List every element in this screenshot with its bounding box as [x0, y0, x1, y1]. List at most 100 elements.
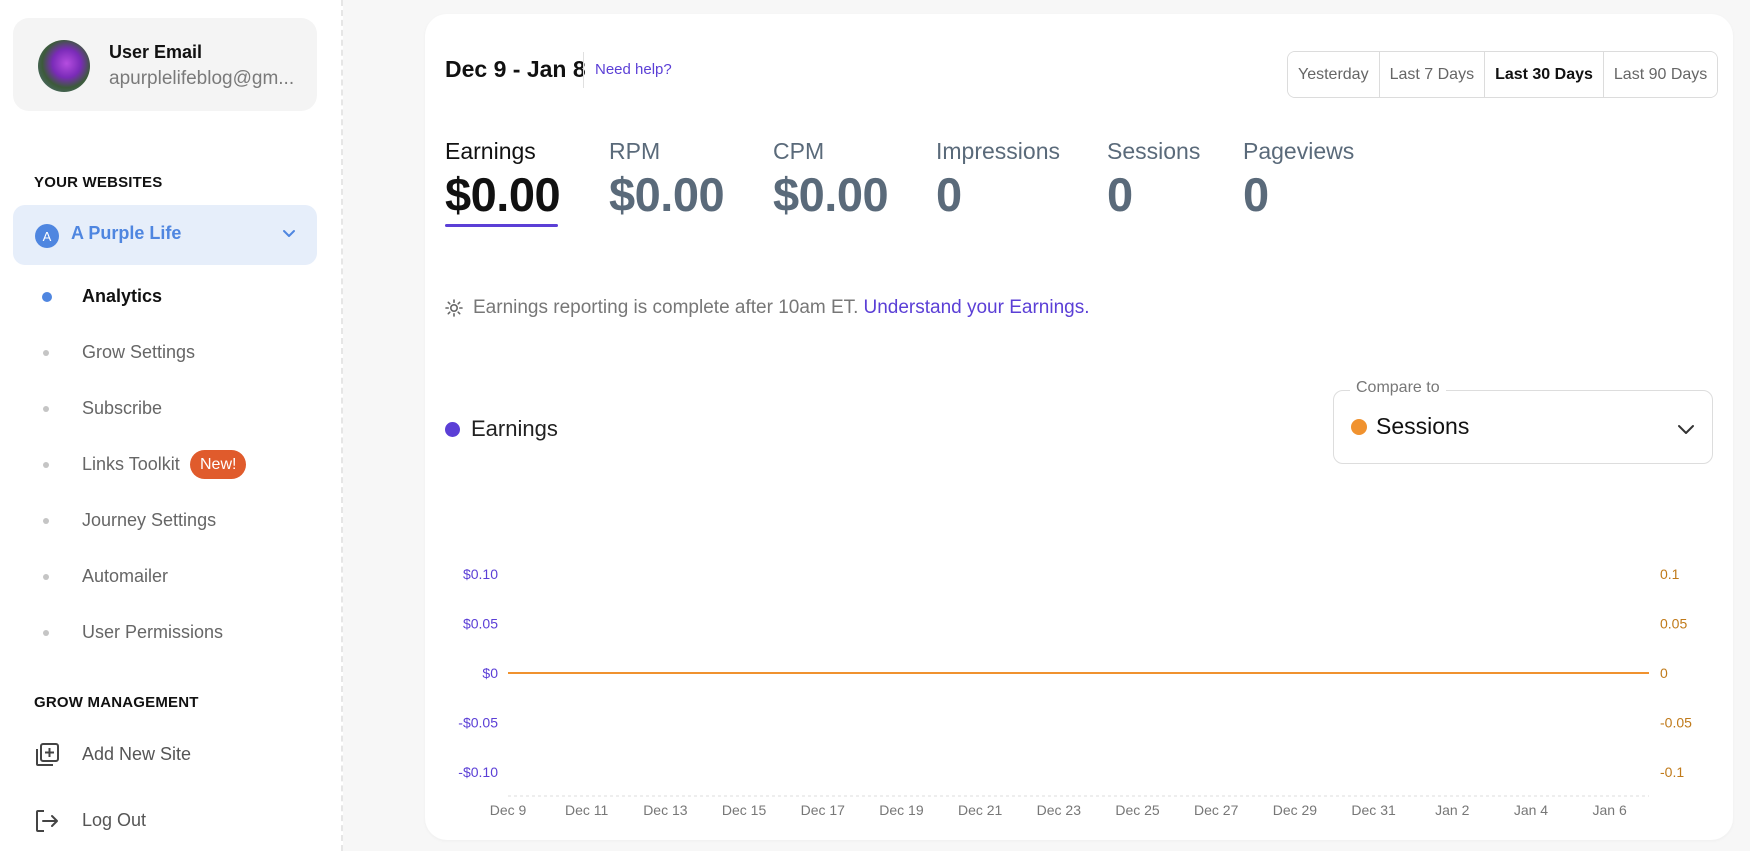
metric-rpm[interactable]: RPM $0.00	[609, 138, 725, 222]
notice-text: Earnings reporting is complete after 10a…	[473, 297, 859, 318]
y-left-tick-label: $0	[482, 665, 498, 681]
sidebar-item-analytics[interactable]: Analytics	[0, 277, 330, 317]
dot-icon	[43, 518, 49, 524]
chevron-down-icon	[283, 230, 295, 237]
metric-label: Sessions	[1107, 138, 1201, 164]
log-out-label: Log Out	[82, 810, 147, 830]
logout-icon	[36, 810, 58, 832]
metric-value: $0.00	[773, 168, 889, 221]
divider	[583, 52, 584, 88]
y-left-tick-label: -$0.10	[458, 764, 498, 780]
legend-label: Earnings	[471, 416, 558, 441]
metric-value: 0	[1243, 168, 1269, 221]
user-card[interactable]: User Email apurplelifeblog@gm...	[13, 18, 317, 111]
sidebar-item-links-toolkit[interactable]: Links Toolkit New!	[0, 445, 330, 485]
metric-label: Impressions	[936, 138, 1060, 164]
sidebar-item-label: Grow Settings	[82, 342, 196, 362]
y-right-tick-label: -0.1	[1660, 764, 1684, 780]
y-left-tick-label: -$0.05	[458, 715, 498, 731]
legend-dot-icon	[445, 421, 460, 437]
x-tick-label: Dec 25	[1115, 802, 1160, 818]
chart-legend: Earnings	[445, 416, 558, 442]
metric-label: RPM	[609, 138, 661, 164]
metric-value: $0.00	[609, 168, 725, 221]
metric-label: Earnings	[445, 138, 536, 164]
chevron-down-icon	[1678, 425, 1694, 434]
x-tick-label: Dec 23	[1037, 802, 1082, 818]
x-tick-label: Dec 9	[490, 802, 527, 818]
site-badge: A	[35, 224, 59, 248]
sidebar-item-subscribe[interactable]: Subscribe	[0, 389, 330, 429]
sidebar-item-automailer[interactable]: Automailer	[0, 557, 330, 597]
range-30-days-button[interactable]: Last 30 Days	[1485, 52, 1604, 97]
sidebar: User Email apurplelifeblog@gm... YOUR WE…	[0, 0, 343, 851]
user-label: User Email	[109, 42, 203, 62]
sidebar-item-label: Subscribe	[82, 398, 163, 418]
avatar	[38, 40, 90, 92]
metric-cpm[interactable]: CPM $0.00	[773, 138, 889, 222]
dot-icon	[43, 406, 49, 412]
new-badge: New!	[190, 450, 247, 479]
metric-label: CPM	[773, 138, 825, 164]
dot-icon	[43, 350, 49, 356]
y-right-tick-label: 0.1	[1660, 566, 1680, 582]
y-left-tick-label: $0.05	[463, 616, 498, 632]
x-tick-label: Dec 17	[801, 802, 846, 818]
x-tick-label: Dec 19	[879, 802, 924, 818]
active-dot-icon	[42, 292, 52, 302]
metric-impressions[interactable]: Impressions 0	[936, 138, 1060, 222]
range-7-days-button[interactable]: Last 7 Days	[1379, 52, 1486, 97]
dot-icon	[43, 630, 49, 636]
metric-label: Pageviews	[1243, 138, 1355, 164]
metric-earnings[interactable]: Earnings $0.00	[445, 138, 561, 222]
management-section-title: GROW MANAGEMENT	[34, 694, 199, 711]
y-left-tick-label: $0.10	[463, 566, 498, 582]
range-90-days-button[interactable]: Last 90 Days	[1603, 52, 1718, 97]
earnings-notice: Earnings reporting is complete after 10a…	[445, 297, 1089, 319]
metric-value: $0.00	[445, 168, 561, 221]
need-help-link[interactable]: Need help?	[595, 61, 672, 78]
x-tick-label: Dec 13	[643, 802, 688, 818]
log-out-button[interactable]: Log Out	[0, 801, 330, 841]
x-tick-label: Dec 21	[958, 802, 1003, 818]
earnings-chart: $0.10 $0.05 $0 -$0.05 -$0.10 0.1 0.05 0 -0.05 -0.…	[458, 566, 1692, 818]
sidebar-item-label: Journey Settings	[82, 510, 217, 530]
date-range: Dec 9 - Jan 8	[445, 56, 586, 82]
sidebar-item-grow-settings[interactable]: Grow Settings	[0, 333, 330, 373]
sidebar-item-label: Automailer	[82, 566, 169, 586]
sidebar-item-label: Links Toolkit	[82, 454, 180, 474]
y-right-tick-label: -0.05	[1660, 715, 1692, 731]
metric-sessions[interactable]: Sessions 0	[1107, 138, 1200, 222]
compare-value: Sessions	[1376, 413, 1470, 439]
sidebar-item-journey-settings[interactable]: Journey Settings	[0, 501, 330, 541]
x-tick-label: Dec 11	[565, 802, 609, 818]
site-name: A Purple Life	[71, 223, 182, 243]
metric-value: 0	[936, 168, 962, 221]
understand-earnings-link[interactable]: Understand your Earnings.	[863, 297, 1090, 318]
sidebar-item-user-permissions[interactable]: User Permissions	[0, 613, 330, 653]
x-tick-label: Dec 29	[1273, 802, 1318, 818]
date-range-selector: Yesterday Last 7 Days Last 30 Days Last …	[1287, 51, 1719, 98]
compare-dot-icon	[1351, 419, 1367, 435]
range-yesterday-button[interactable]: Yesterday	[1288, 52, 1380, 97]
sun-icon	[445, 299, 463, 317]
site-selector[interactable]: A A Purple Life	[13, 205, 317, 265]
analytics-card: Dec 9 - Jan 8 Need help? Yesterday Last …	[425, 14, 1733, 840]
user-email: apurplelifeblog@gm...	[109, 68, 295, 89]
y-right-tick-label: 0	[1660, 665, 1668, 681]
x-tick-label: Dec 31	[1351, 802, 1396, 818]
x-tick-label: Jan 6	[1593, 802, 1627, 818]
sidebar-item-label: User Permissions	[82, 622, 224, 642]
x-tick-label: Dec 27	[1194, 802, 1239, 818]
compare-to-select[interactable]: Compare to Sessions	[1333, 379, 1713, 464]
add-new-site-label: Add New Site	[82, 744, 192, 764]
x-tick-label: Jan 2	[1435, 802, 1469, 818]
metric-pageviews[interactable]: Pageviews 0	[1243, 138, 1354, 222]
active-metric-underline	[445, 224, 558, 227]
websites-section-title: YOUR WEBSITES	[34, 174, 163, 191]
dot-icon	[43, 462, 49, 468]
sidebar-item-label: Analytics	[82, 286, 163, 306]
add-new-site-button[interactable]: Add New Site	[0, 735, 330, 775]
add-site-icon	[36, 743, 59, 766]
compare-label: Compare to	[1350, 379, 1446, 397]
